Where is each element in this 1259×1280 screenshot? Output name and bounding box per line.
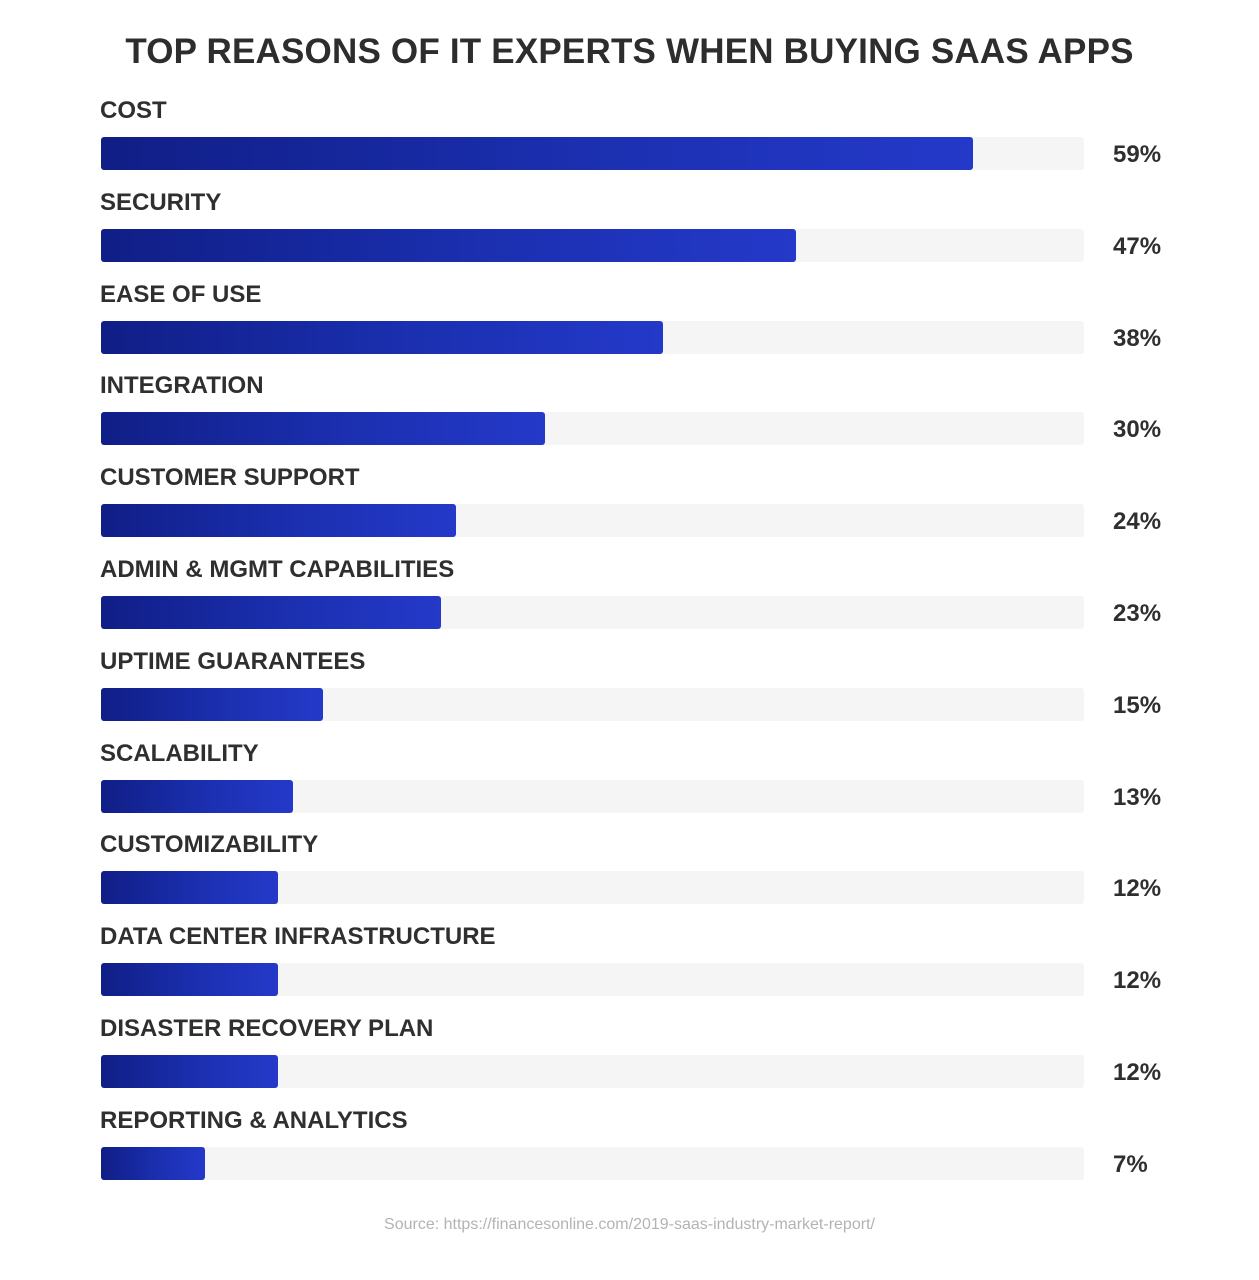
category-label: SECURITY	[100, 188, 222, 216]
bar-track	[101, 412, 1084, 446]
category-label: COST	[100, 97, 167, 124]
source-note: Source: https://financesonline.com/2019-…	[384, 1216, 875, 1233]
value-label: 38%	[1113, 324, 1162, 352]
bar	[101, 596, 441, 629]
category-label: SCALABILITY	[100, 739, 259, 767]
value-label: 15%	[1113, 691, 1162, 719]
bar	[101, 871, 279, 905]
value-label: 12%	[1113, 875, 1162, 903]
bar	[101, 687, 323, 721]
bar	[101, 228, 796, 262]
bar-track	[101, 779, 1084, 813]
bar-track	[101, 137, 1084, 170]
bar-row: CUSTOMER SUPPORT 24%	[0, 464, 1259, 556]
category-label: CUSTOMIZABILITY	[100, 831, 319, 859]
bar-track	[101, 963, 1084, 997]
bar-track	[101, 596, 1084, 629]
chart-title: TOP REASONS OF IT EXPERTS WHEN BUYING SA…	[125, 32, 1134, 71]
bar	[101, 779, 294, 813]
bar-row: DATA CENTER INFRASTRUCTURE 12%	[0, 923, 1259, 1015]
bar-track	[101, 687, 1084, 721]
category-label: ADMIN & MGMT CAPABILITIES	[100, 556, 455, 583]
bar	[101, 504, 456, 538]
value-label: 24%	[1113, 508, 1162, 536]
bar	[101, 963, 279, 997]
category-label: REPORTING & ANALYTICS	[100, 1106, 408, 1134]
bar-row: SECURITY 47%	[0, 189, 1259, 281]
value-label: 7%	[1113, 1150, 1148, 1178]
bar	[101, 320, 663, 354]
value-label: 12%	[1113, 1059, 1162, 1086]
value-label: 12%	[1113, 967, 1162, 995]
value-label: 30%	[1113, 416, 1162, 444]
bar-row: CUSTOMIZABILITY 12%	[0, 831, 1259, 923]
bar-row: COST 59%	[0, 97, 1259, 189]
bar-row: EASE OF USE 38%	[0, 281, 1259, 373]
category-label: CUSTOMER SUPPORT	[100, 464, 360, 492]
bar	[101, 412, 545, 446]
bar	[101, 137, 974, 170]
bar-row: DISASTER RECOVERY PLAN 12%	[0, 1015, 1259, 1107]
bar-track	[101, 871, 1084, 905]
bar	[101, 1055, 279, 1088]
bar-row: INTEGRATION 30%	[0, 372, 1259, 464]
category-label: DATA CENTER INFRASTRUCTURE	[100, 923, 496, 951]
bar-track	[101, 228, 1084, 262]
category-label: EASE OF USE	[100, 280, 262, 308]
value-label: 59%	[1113, 141, 1162, 168]
bar-row: REPORTING & ANALYTICS 7%	[0, 1107, 1259, 1199]
bar-row: UPTIME GUARANTEES 15%	[0, 648, 1259, 740]
bar-track	[101, 1055, 1084, 1088]
category-label: UPTIME GUARANTEES	[100, 647, 366, 675]
bar-row: ADMIN & MGMT CAPABILITIES 23%	[0, 556, 1259, 648]
bar	[101, 1146, 205, 1180]
bar-row: SCALABILITY 13%	[0, 740, 1259, 832]
value-label: 23%	[1113, 600, 1162, 627]
category-label: DISASTER RECOVERY PLAN	[100, 1015, 434, 1042]
bar-track	[101, 1146, 1084, 1180]
bar-track	[101, 504, 1084, 538]
value-label: 13%	[1113, 783, 1162, 811]
value-label: 47%	[1113, 232, 1162, 260]
category-label: INTEGRATION	[100, 372, 264, 400]
bar-track	[101, 320, 1084, 354]
